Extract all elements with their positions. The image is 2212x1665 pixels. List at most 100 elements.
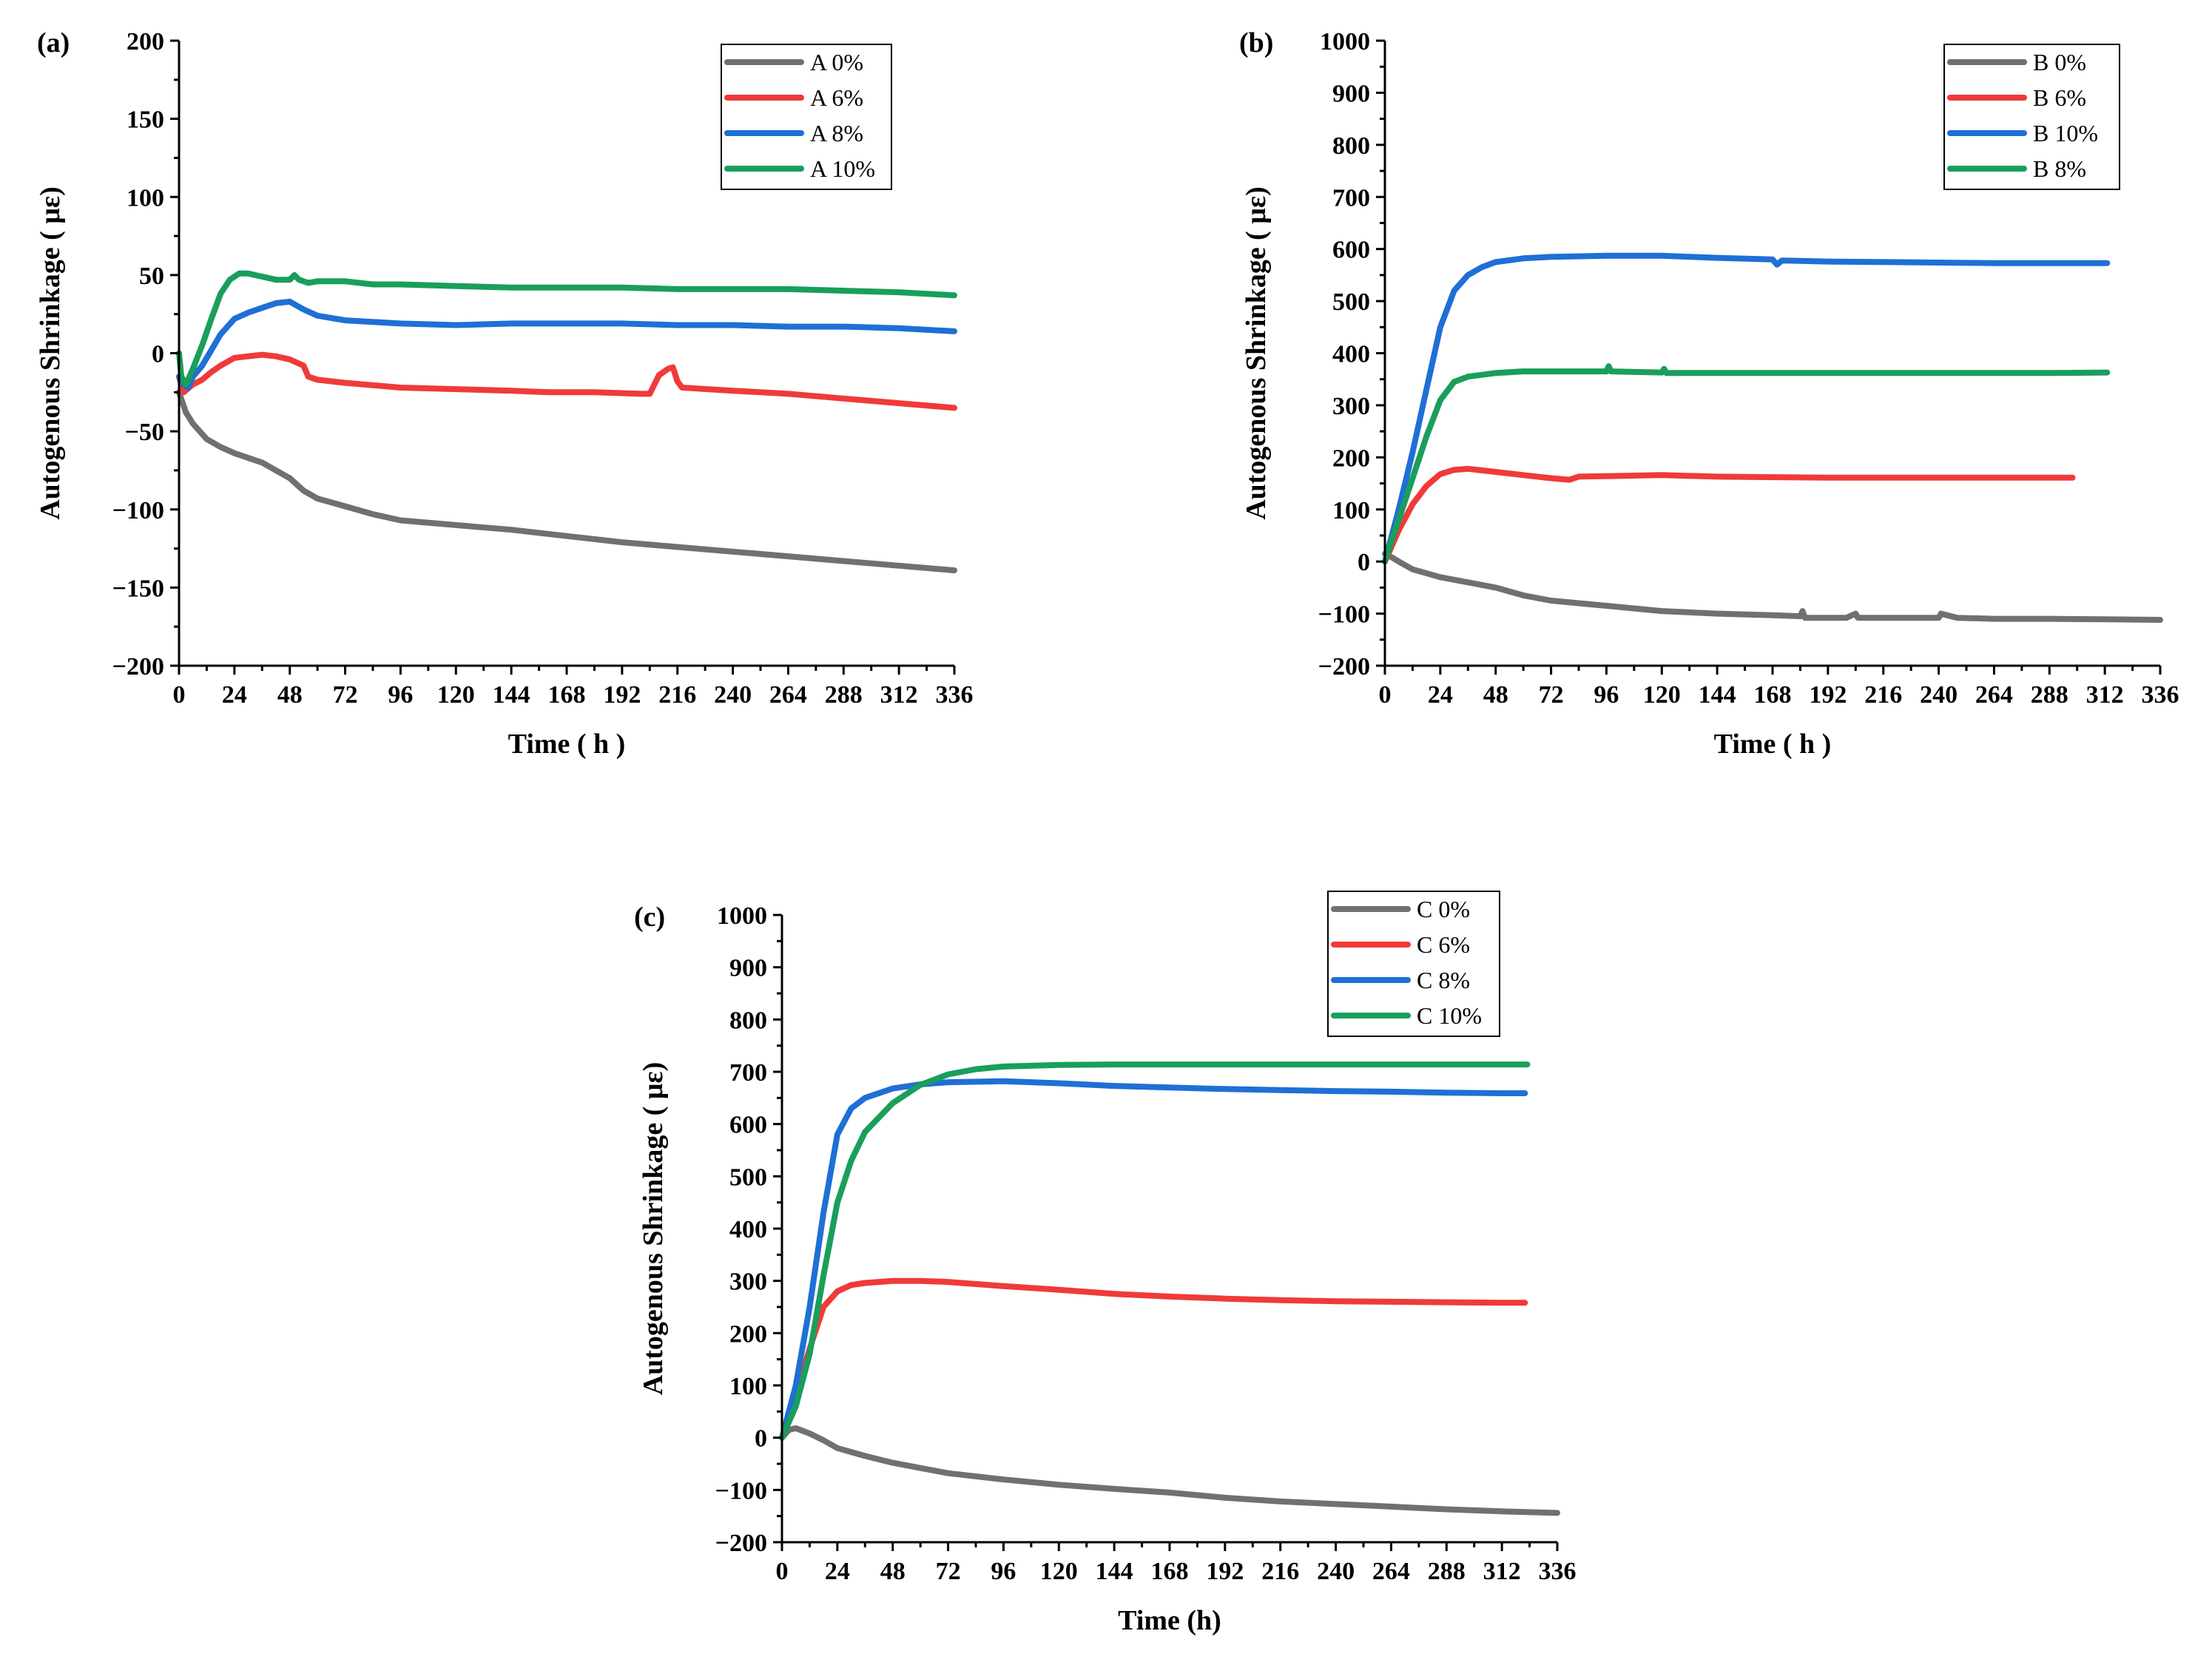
x-tick-label: 312 — [880, 681, 918, 709]
y-tick-label: 200 — [729, 1320, 767, 1348]
x-tick-label: 72 — [333, 681, 358, 709]
x-tick-label: 192 — [1206, 1558, 1244, 1585]
x-tick-label: 336 — [936, 681, 974, 709]
legend: A 0% A 6% A 8% A 10% — [721, 44, 892, 190]
y-tick-label: 400 — [729, 1216, 767, 1243]
x-tick-label: 120 — [1040, 1558, 1078, 1585]
y-tick-label: 500 — [729, 1164, 767, 1191]
x-tick-label: 144 — [1699, 681, 1736, 709]
chart-b: (b) −200 −100 0 100 200 300 400 500 600 700 800 900 1… — [1239, 27, 2179, 760]
y-tick-label: 900 — [729, 955, 767, 982]
y-tick-label: −150 — [112, 575, 164, 602]
legend: C 0% C 6% C 8% C 10% — [1327, 891, 1500, 1037]
y-tick-label: 0 — [152, 341, 164, 368]
y-tick-label: 300 — [729, 1269, 767, 1296]
x-tick-label: 168 — [1151, 1558, 1189, 1585]
legend-label: A 8% — [810, 120, 863, 146]
x-tick-label: 24 — [222, 681, 247, 709]
chart-c: (c) −200 −100 0 100 200 300 400 500 600 700 800 900 1… — [634, 891, 1577, 1636]
y-axis-title: Autogenous Shrinkage ( με) — [35, 186, 66, 520]
x-tick-label: 168 — [1754, 681, 1792, 709]
y-tick-label: 100 — [729, 1373, 767, 1400]
x-tick-label: 264 — [1372, 1558, 1410, 1585]
x-tick-label: 336 — [2142, 681, 2179, 709]
series-line-b-3 — [1382, 363, 2111, 565]
series-line-a-3 — [176, 270, 957, 388]
x-tick-label: 96 — [991, 1558, 1016, 1585]
x-tick-label: 24 — [825, 1558, 850, 1585]
x-axis-title: Time ( h ) — [508, 729, 626, 760]
x-tick-label: 240 — [1920, 681, 1958, 709]
x-tick-label: 168 — [548, 681, 586, 709]
y-tick-label: 800 — [729, 1007, 767, 1034]
panel-label: (b) — [1239, 27, 1273, 58]
legend: B 0% B 6% B 10% B 8% — [1943, 44, 2120, 190]
x-tick-label: 0 — [1379, 681, 1392, 709]
x-tick-label: 96 — [388, 681, 413, 709]
y-tick-label: 1000 — [1320, 28, 1370, 55]
y-tick-label: −200 — [715, 1530, 767, 1557]
series-line-c-0 — [779, 1425, 1560, 1516]
y-tick-label: −200 — [112, 653, 164, 680]
series-line-c-2 — [779, 1078, 1528, 1441]
x-tick-label: 312 — [2086, 681, 2124, 709]
x-tick-label: 24 — [1428, 681, 1453, 709]
y-tick-label: −50 — [125, 419, 164, 446]
x-tick-label: 120 — [437, 681, 475, 709]
series-line-b-2 — [1382, 252, 2111, 565]
series-line-b-0 — [1382, 550, 2163, 623]
legend-label: C 0% — [1417, 896, 1470, 922]
legend-box — [1943, 44, 2120, 190]
y-tick-label: 500 — [1332, 288, 1370, 316]
y-tick-label: 600 — [1332, 237, 1370, 264]
y-tick-label: −100 — [715, 1477, 767, 1504]
legend-label: B 8% — [2033, 155, 2086, 182]
y-tick-label: −100 — [112, 497, 164, 524]
legend-label: C 8% — [1417, 967, 1470, 993]
y-tick-label: 50 — [139, 263, 164, 290]
x-tick-label: 0 — [173, 681, 186, 709]
y-tick-label: 300 — [1332, 393, 1370, 420]
x-tick-label: 48 — [1483, 681, 1508, 709]
x-tick-label: 216 — [1864, 681, 1902, 709]
x-tick-label: 192 — [1809, 681, 1847, 709]
legend-label: C 6% — [1417, 931, 1470, 958]
x-tick-label: 288 — [825, 681, 863, 709]
x-tick-label: 144 — [1096, 1558, 1133, 1585]
legend-label: B 6% — [2033, 84, 2086, 111]
legend-label: A 0% — [810, 49, 863, 75]
x-tick-label: 0 — [776, 1558, 789, 1585]
x-tick-label: 216 — [658, 681, 696, 709]
series-line-c-3 — [779, 1061, 1531, 1441]
x-tick-label: 48 — [880, 1558, 906, 1585]
y-axis-title: Autogenous Shrinkage ( με) — [1241, 186, 1272, 520]
legend-box — [721, 44, 892, 190]
x-tick-label: 120 — [1643, 681, 1681, 709]
x-tick-label: 288 — [2031, 681, 2068, 709]
series-line-a-1 — [176, 351, 957, 411]
x-tick-label: 240 — [714, 681, 752, 709]
x-axis-title: Time ( h ) — [1714, 729, 1832, 760]
y-tick-label: 0 — [755, 1425, 767, 1453]
y-tick-label: 1000 — [717, 902, 767, 930]
x-tick-label: 264 — [769, 681, 807, 709]
x-tick-label: 216 — [1261, 1558, 1299, 1585]
x-tick-label: 144 — [493, 681, 530, 709]
y-tick-label: 200 — [1332, 445, 1370, 472]
x-tick-label: 240 — [1317, 1558, 1355, 1585]
y-tick-label: 100 — [1332, 497, 1370, 524]
series-line-a-2 — [176, 298, 957, 391]
y-tick-label: 900 — [1332, 80, 1370, 107]
series-line-c-1 — [779, 1277, 1528, 1441]
series-line-a-0 — [176, 389, 957, 574]
x-tick-label: 312 — [1483, 1558, 1521, 1585]
legend-label: A 6% — [810, 84, 863, 111]
y-tick-label: 600 — [729, 1112, 767, 1139]
y-tick-label: 0 — [1358, 549, 1370, 576]
y-axis-title: Autogenous Shrinkage ( με) — [638, 1062, 669, 1396]
y-tick-label: 700 — [729, 1059, 767, 1087]
x-tick-label: 72 — [1539, 681, 1564, 709]
y-tick-label: 700 — [1332, 184, 1370, 212]
x-tick-label: 72 — [936, 1558, 961, 1585]
